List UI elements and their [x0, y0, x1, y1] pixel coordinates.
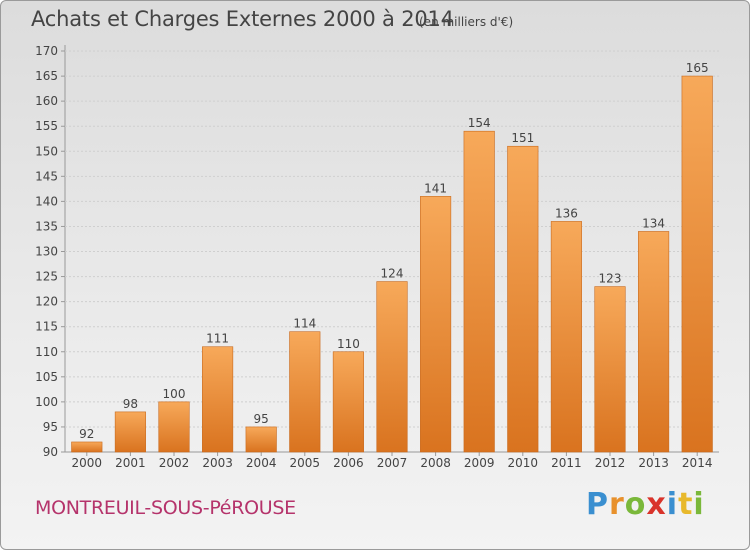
bar	[289, 331, 321, 453]
data-label: 151	[511, 131, 534, 145]
x-tick-label: 2000	[72, 456, 103, 470]
y-tick-label: 130	[35, 245, 58, 259]
y-tick-label: 120	[35, 295, 58, 309]
y-tick-label: 135	[35, 219, 58, 233]
data-label: 95	[254, 412, 269, 426]
x-tick-label: 2002	[159, 456, 190, 470]
y-tick-label: 100	[35, 395, 58, 409]
x-tick-label: 2011	[551, 456, 582, 470]
bar	[202, 346, 234, 453]
y-tick-label: 145	[35, 169, 58, 183]
logo-letter: i	[666, 487, 679, 522]
data-label: 98	[123, 397, 138, 411]
chart-title: Achats et Charges Externes 2000 à 2014	[31, 7, 454, 31]
y-tick-label: 95	[43, 420, 58, 434]
commune-name: MONTREUIL-SOUS-PéROUSE	[35, 497, 296, 519]
x-tick-label: 2005	[290, 456, 321, 470]
data-label: 141	[424, 181, 447, 195]
x-tick-label: 2013	[638, 456, 669, 470]
bar	[463, 130, 495, 453]
bar	[71, 441, 103, 453]
data-label: 134	[642, 216, 665, 230]
data-label: 124	[381, 267, 404, 281]
y-tick-label: 160	[35, 94, 58, 108]
data-label: 165	[686, 61, 709, 75]
logo-letter: i	[693, 487, 705, 522]
x-tick-label: 2010	[508, 456, 539, 470]
y-tick-label: 150	[35, 144, 58, 158]
x-tick-label: 2008	[420, 456, 451, 470]
bar	[550, 221, 582, 453]
data-label: 154	[468, 116, 491, 130]
x-tick-label: 2007	[377, 456, 408, 470]
data-label: 123	[599, 272, 622, 286]
x-tick-label: 2001	[115, 456, 146, 470]
bar	[594, 286, 626, 453]
y-tick-label: 115	[35, 320, 58, 334]
data-label: 114	[293, 317, 316, 331]
data-label: 136	[555, 206, 578, 220]
logo-letter: x	[646, 487, 667, 522]
x-tick-label: 2006	[333, 456, 364, 470]
y-tick-label: 110	[35, 345, 58, 359]
logo-letter: r	[609, 487, 625, 522]
bar	[507, 145, 539, 453]
bar	[420, 196, 452, 453]
bar	[638, 231, 670, 453]
logo-letter: P	[586, 487, 609, 522]
bar	[245, 426, 277, 453]
y-tick-label: 105	[35, 370, 58, 384]
logo-letter: o	[624, 487, 647, 522]
x-tick-label: 2009	[464, 456, 495, 470]
x-tick-label: 2003	[202, 456, 233, 470]
y-tick-label: 155	[35, 119, 58, 133]
bar	[158, 401, 190, 453]
chart-unit: (en milliers d'€)	[419, 15, 514, 29]
y-tick-label: 125	[35, 270, 58, 284]
bar	[332, 351, 364, 453]
y-tick-label: 90	[43, 445, 58, 459]
bar	[376, 281, 408, 453]
x-tick-label: 2004	[246, 456, 277, 470]
data-label: 110	[337, 337, 360, 351]
y-tick-label: 140	[35, 194, 58, 208]
y-tick-label: 170	[35, 44, 58, 58]
bar	[114, 411, 146, 453]
data-label: 111	[206, 332, 229, 346]
data-label: 100	[163, 387, 186, 401]
y-tick-label: 165	[35, 69, 58, 83]
x-tick-label: 2012	[595, 456, 626, 470]
bar	[681, 75, 713, 453]
logo-letter: t	[678, 487, 694, 522]
x-tick-label: 2014	[682, 456, 713, 470]
data-label: 92	[79, 427, 94, 441]
proxiti-logo: Proxiti	[586, 487, 705, 522]
